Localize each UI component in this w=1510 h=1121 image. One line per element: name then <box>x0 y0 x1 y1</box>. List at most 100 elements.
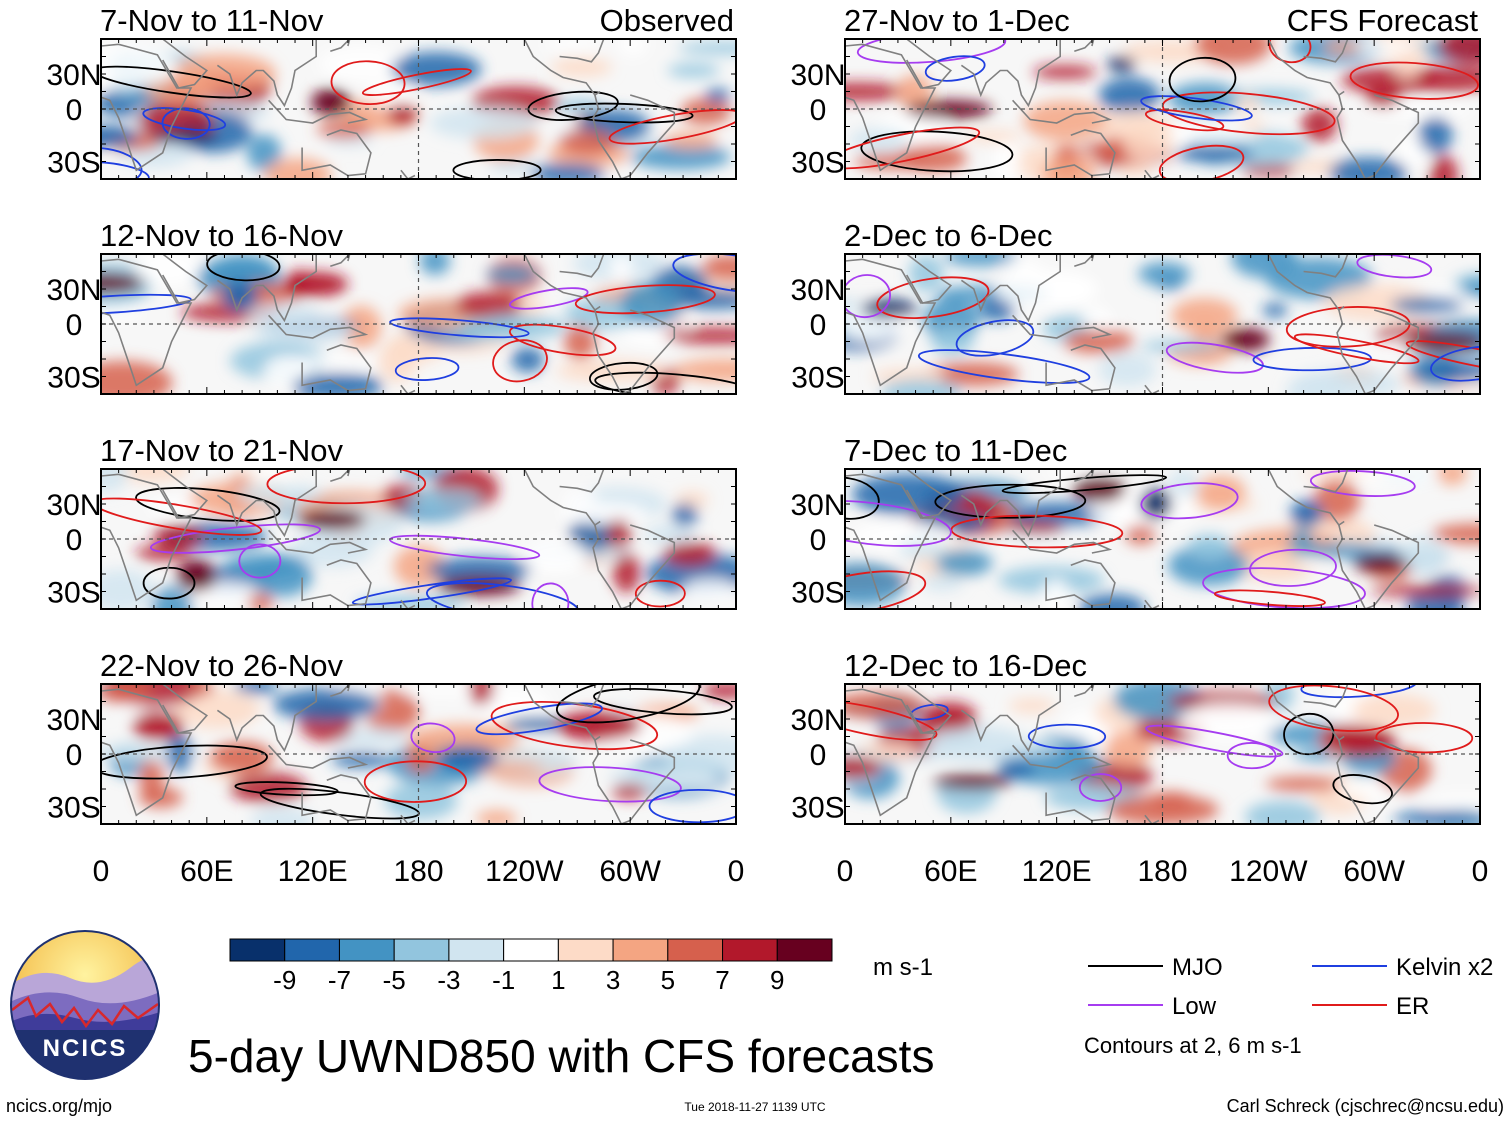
anomaly-core <box>997 762 1036 778</box>
contour-line <box>860 130 1014 173</box>
coastline <box>268 529 369 554</box>
ncics-logo[interactable]: NCICS <box>10 930 160 1080</box>
coastline <box>162 684 209 734</box>
anomaly-core <box>1139 488 1173 520</box>
anomaly-blob <box>1235 95 1260 112</box>
anomaly-blob <box>1460 278 1480 298</box>
anomaly-blob <box>234 684 279 695</box>
footer-url[interactable]: ncics.org/mjo <box>6 1096 112 1116</box>
coastline <box>1336 94 1420 179</box>
anomaly-blob <box>455 291 523 319</box>
anomaly-blob <box>620 282 683 326</box>
anomaly-blob <box>403 489 483 512</box>
anomaly-blob <box>671 503 698 527</box>
anomaly-blob <box>229 772 307 803</box>
anomaly-blob <box>292 373 384 394</box>
anomaly-blob <box>558 502 649 525</box>
contour-line <box>574 284 716 315</box>
anomaly-blob <box>630 144 731 170</box>
anomaly-blob <box>135 254 201 287</box>
wind-anomaly-field <box>845 684 1480 824</box>
contour-lines <box>845 470 1416 609</box>
coastlines <box>845 684 1420 824</box>
contour-line <box>845 699 938 741</box>
coastline <box>1303 684 1349 708</box>
coastline <box>1144 599 1160 609</box>
contour-lines <box>101 469 686 609</box>
coastline <box>906 469 953 519</box>
contour-line <box>101 161 150 179</box>
anomaly-blob <box>101 684 152 702</box>
anomaly-blob <box>1323 41 1361 54</box>
coastline <box>101 258 193 387</box>
anomaly-blob <box>897 538 947 560</box>
anomaly-blob <box>845 82 910 102</box>
anomaly-blob <box>1352 693 1436 728</box>
coastline <box>1012 314 1113 339</box>
anomaly-blob <box>667 63 720 78</box>
coastline <box>1074 469 1095 483</box>
contour-line <box>161 107 211 140</box>
contour-line <box>1145 724 1284 758</box>
contour-lines <box>845 684 1474 805</box>
coastline <box>592 524 676 609</box>
anomaly-blob <box>523 536 587 574</box>
anomaly-blob <box>1370 584 1480 598</box>
anomaly-blob <box>101 44 179 89</box>
contour-line <box>1027 723 1107 750</box>
contour-line <box>101 744 268 780</box>
anomaly-blob <box>1329 157 1408 179</box>
coastline <box>330 39 351 53</box>
coastline <box>845 473 937 602</box>
colorbar-swatch <box>229 938 286 962</box>
contour-line <box>410 722 456 753</box>
anomaly-blob <box>1429 154 1458 179</box>
coastlines <box>845 254 1420 394</box>
anomaly-blob <box>550 57 613 78</box>
coastline <box>268 744 369 769</box>
coastlines <box>845 469 1420 609</box>
x-tick-label: 0 <box>1472 855 1489 888</box>
anomaly-blob <box>1241 163 1296 177</box>
contour-line <box>389 317 530 339</box>
coastline <box>330 254 351 268</box>
anomaly-blob <box>1301 542 1381 559</box>
coastlines <box>101 684 676 824</box>
anomaly-blob <box>486 265 538 284</box>
anomaly-blob <box>316 120 372 139</box>
contour-line <box>648 788 736 824</box>
panel-source-label: Observed <box>600 3 734 38</box>
y-tick-label: 30N <box>46 489 101 522</box>
contour-line <box>845 274 891 319</box>
x-tick-label: 120E <box>278 855 348 888</box>
coastline <box>101 473 193 602</box>
contour-line <box>492 339 548 383</box>
anomaly-blob <box>978 297 1015 322</box>
legend-label: Kelvin x2 <box>1396 954 1493 981</box>
colorbar-tick-label: -7 <box>328 965 351 995</box>
wind-anomaly-field <box>101 254 736 394</box>
panel-period-label: 17-Nov to 21-Nov <box>100 433 343 468</box>
coastline <box>1074 39 1095 53</box>
anomaly-blob <box>247 592 273 609</box>
anomaly-blob <box>1323 283 1433 321</box>
contour-line <box>1140 482 1239 520</box>
y-tick-label: 0 <box>66 524 83 557</box>
coastline <box>400 169 416 179</box>
anomaly-core <box>860 299 917 318</box>
anomaly-blob <box>419 254 451 276</box>
x-tick-label: 180 <box>393 855 443 888</box>
anomaly-blob <box>246 134 282 172</box>
anomaly-blob <box>1171 298 1238 334</box>
anomaly-core <box>437 745 498 771</box>
y-tick-label: 30S <box>47 362 100 395</box>
contour-line <box>351 577 512 606</box>
anomaly-blob <box>1032 65 1097 79</box>
contour-line <box>1405 340 1480 374</box>
anomaly-core <box>1107 56 1137 72</box>
contour-line <box>1140 95 1253 122</box>
